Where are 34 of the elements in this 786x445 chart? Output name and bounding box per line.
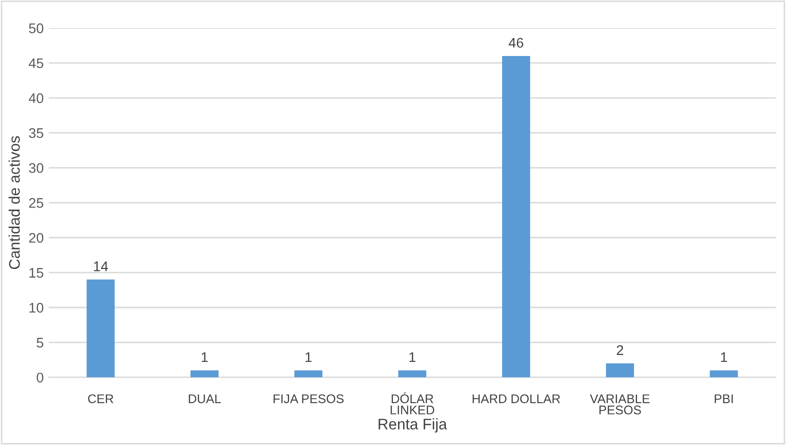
- x-tick-label: PBI: [714, 394, 733, 404]
- data-label: 1: [306, 352, 312, 362]
- data-label: 2: [616, 345, 624, 355]
- x-tick-label: VARIABLE PESOS: [590, 394, 650, 414]
- x-axis-title: Renta Fija: [378, 418, 448, 433]
- data-label: 46: [508, 38, 524, 48]
- bar: [502, 56, 530, 378]
- y-tick-label: 45: [28, 58, 44, 68]
- bar: [294, 370, 322, 378]
- bar: [398, 370, 426, 378]
- y-tick-label: 25: [29, 198, 44, 208]
- y-tick-label: 0: [36, 372, 44, 383]
- data-label: 1: [721, 352, 728, 362]
- y-axis-title: Cantidad de activos: [8, 136, 20, 270]
- x-tick-label: FIJA PESOS: [274, 394, 344, 404]
- data-label: 14: [94, 262, 108, 272]
- bar: [710, 370, 738, 378]
- y-tick-label: 35: [28, 128, 44, 138]
- y-tick-label: 10: [29, 302, 44, 313]
- bar: [86, 280, 115, 378]
- x-tick-label: DÓLAR LINKED: [390, 392, 434, 414]
- x-tick-label: CER: [88, 394, 114, 404]
- x-tick-label: DUAL: [188, 394, 221, 404]
- x-tick-label: HARD DOLLAR: [472, 394, 560, 404]
- y-tick-label: 30: [28, 163, 44, 173]
- bar: [606, 363, 634, 378]
- bar: [190, 370, 219, 378]
- y-tick-label: 15: [29, 268, 44, 278]
- y-tick-label: 50: [28, 23, 44, 34]
- y-tick-label: 40: [28, 93, 44, 104]
- data-label: 1: [409, 352, 416, 362]
- y-tick-label: 20: [29, 232, 44, 243]
- y-tick-label: 5: [36, 338, 44, 348]
- data-label: 1: [202, 352, 208, 362]
